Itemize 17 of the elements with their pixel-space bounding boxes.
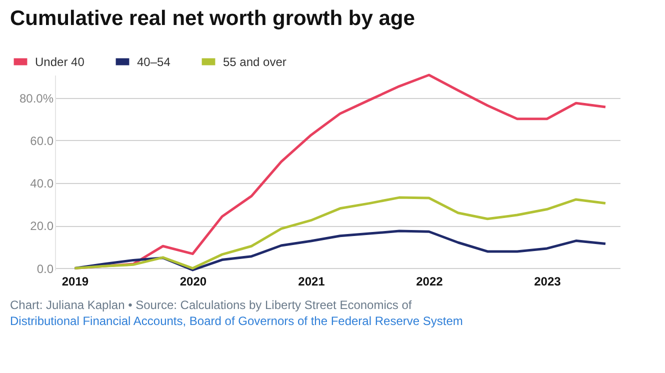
legend-label: Under 40 <box>35 54 85 69</box>
legend-label: 40–54 <box>137 54 171 69</box>
y-tick-label: 0.0 <box>36 262 54 276</box>
chart-title: Cumulative real net worth growth by age <box>10 7 415 30</box>
x-tick-label: 2019 <box>62 274 89 288</box>
y-tick-label: 60.0 <box>30 134 54 148</box>
line-series <box>73 196 607 270</box>
text: Distributional Financial Accounts, Board of Governors of the Federal Reserve System <box>10 314 463 328</box>
y-tick-label: 80.0% <box>19 91 54 106</box>
legend-label: 55 and over <box>223 54 286 69</box>
text: Chart: Juliana Kaplan • Source: Calculations by Liberty Street Economics of <box>10 298 412 312</box>
x-tick-label: 2022 <box>416 274 444 288</box>
y-tick-label: 40.0 <box>30 176 54 191</box>
x-tick-label: 2020 <box>180 274 207 288</box>
x-tick-label: 2021 <box>298 274 326 288</box>
y-tick-label: 20.0 <box>30 219 54 234</box>
x-tick-label: 2023 <box>534 274 562 288</box>
